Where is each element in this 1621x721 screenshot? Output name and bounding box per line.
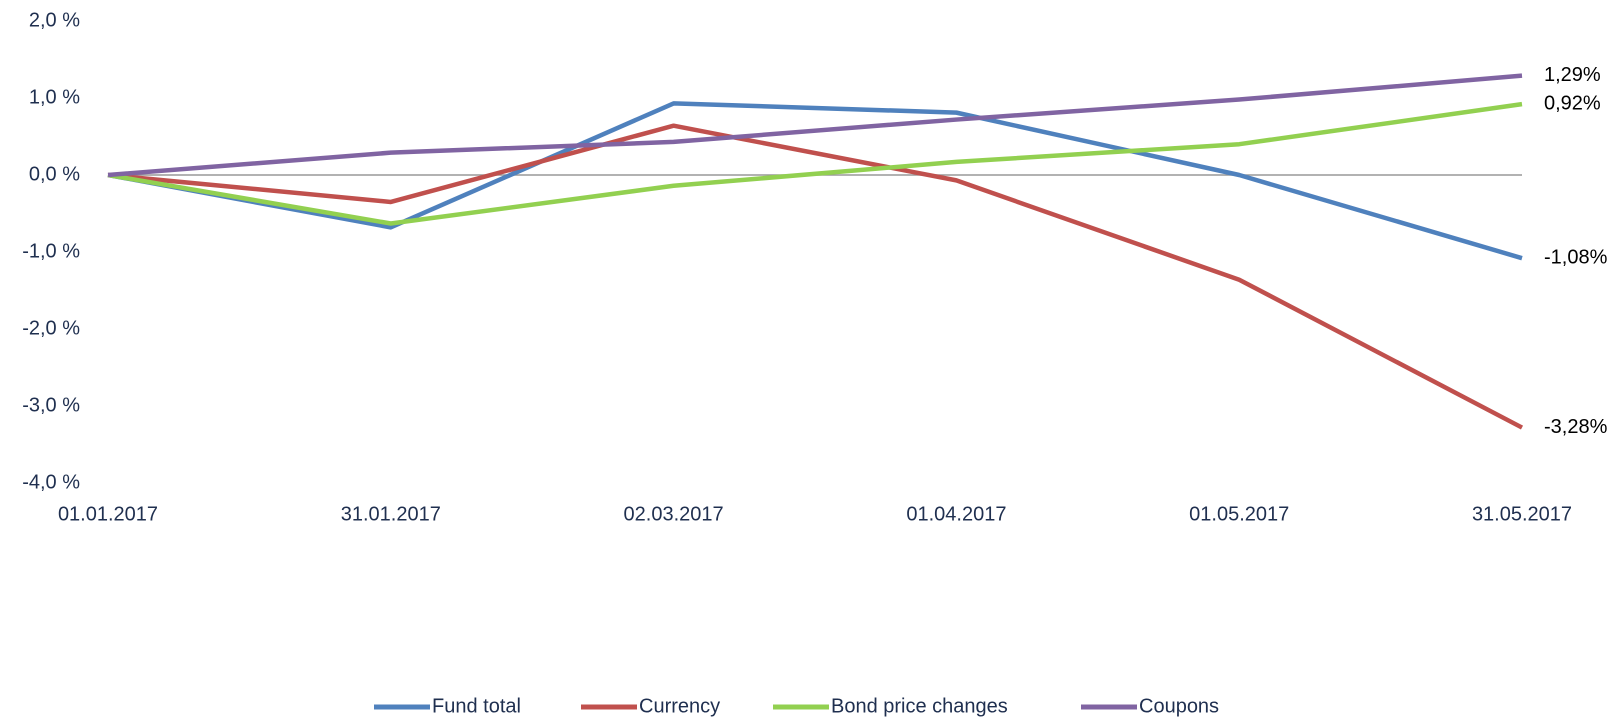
series-line: [107, 101, 1523, 261]
y-tick-label: -1,0 %: [22, 240, 80, 262]
x-tick-label: 31.05.2017: [1472, 503, 1572, 525]
y-tick-label: -2,0 %: [22, 317, 80, 339]
x-tick-label: 31.01.2017: [341, 503, 441, 525]
y-tick-label: 0,0 %: [29, 163, 80, 185]
series-line: [107, 101, 1523, 226]
legend-label: Bond price changes: [831, 695, 1008, 717]
y-tick-label: -4,0 %: [22, 471, 80, 493]
x-tick-label: 01.01.2017: [58, 503, 158, 525]
series-line: [107, 123, 1524, 430]
data-label: -3,28%: [1544, 416, 1608, 438]
legend-label: Coupons: [1139, 695, 1219, 717]
data-label: 1,29%: [1544, 64, 1601, 86]
x-tick-label: 01.04.2017: [906, 503, 1006, 525]
x-tick-label: 01.05.2017: [1189, 503, 1289, 525]
y-tick-label: -3,0 %: [22, 394, 80, 416]
y-tick-label: 1,0 %: [29, 86, 80, 108]
y-tick-label: 2,0 %: [29, 9, 80, 31]
series-line: [107, 73, 1523, 178]
legend-label: Fund total: [432, 695, 521, 717]
x-tick-label: 02.03.2017: [624, 503, 724, 525]
legend-label: Currency: [639, 695, 720, 717]
data-label: 0,92%: [1544, 92, 1601, 114]
data-label: -1,08%: [1544, 246, 1608, 268]
